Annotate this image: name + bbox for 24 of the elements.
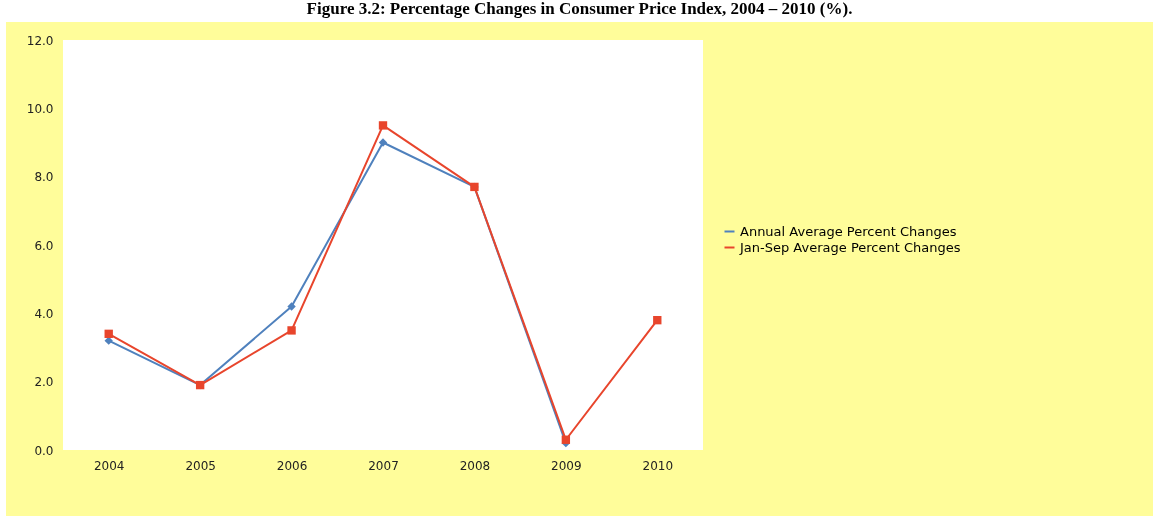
y-tick-label: 8.0 xyxy=(34,170,54,185)
x-tick-label: 2009 xyxy=(551,458,582,473)
x-tick-label: 2010 xyxy=(642,458,674,473)
x-tick-label: 2006 xyxy=(276,458,308,473)
x-tick-label: 2007 xyxy=(368,458,399,473)
point xyxy=(653,315,662,325)
x-tick-label: 2004 xyxy=(93,458,125,473)
y-tick-label: 6.0 xyxy=(34,238,54,253)
point xyxy=(561,435,571,444)
legend-label: Jan-Sep Average Percent Changes xyxy=(739,239,961,255)
y-tick-label: 12.0 xyxy=(26,33,54,48)
y-tick-label: 10.0 xyxy=(26,101,54,116)
point xyxy=(378,121,388,130)
y-tick-label: 2.0 xyxy=(34,375,54,390)
point xyxy=(378,138,388,147)
chart-title: Figure 3.2: Percentage Changes in Consumer Price Index, 2004 – 2010 (%). xyxy=(305,0,854,20)
y-tick-label: 0.0 xyxy=(34,443,54,458)
y-tick-label: 4.0 xyxy=(34,306,54,321)
x-tick-label: 2008 xyxy=(459,458,491,473)
x-tick-label: 2005 xyxy=(185,458,216,473)
point xyxy=(287,326,296,335)
point xyxy=(287,302,296,311)
legend-label: Annual Average Percent Changes xyxy=(740,223,957,239)
point xyxy=(104,329,113,339)
